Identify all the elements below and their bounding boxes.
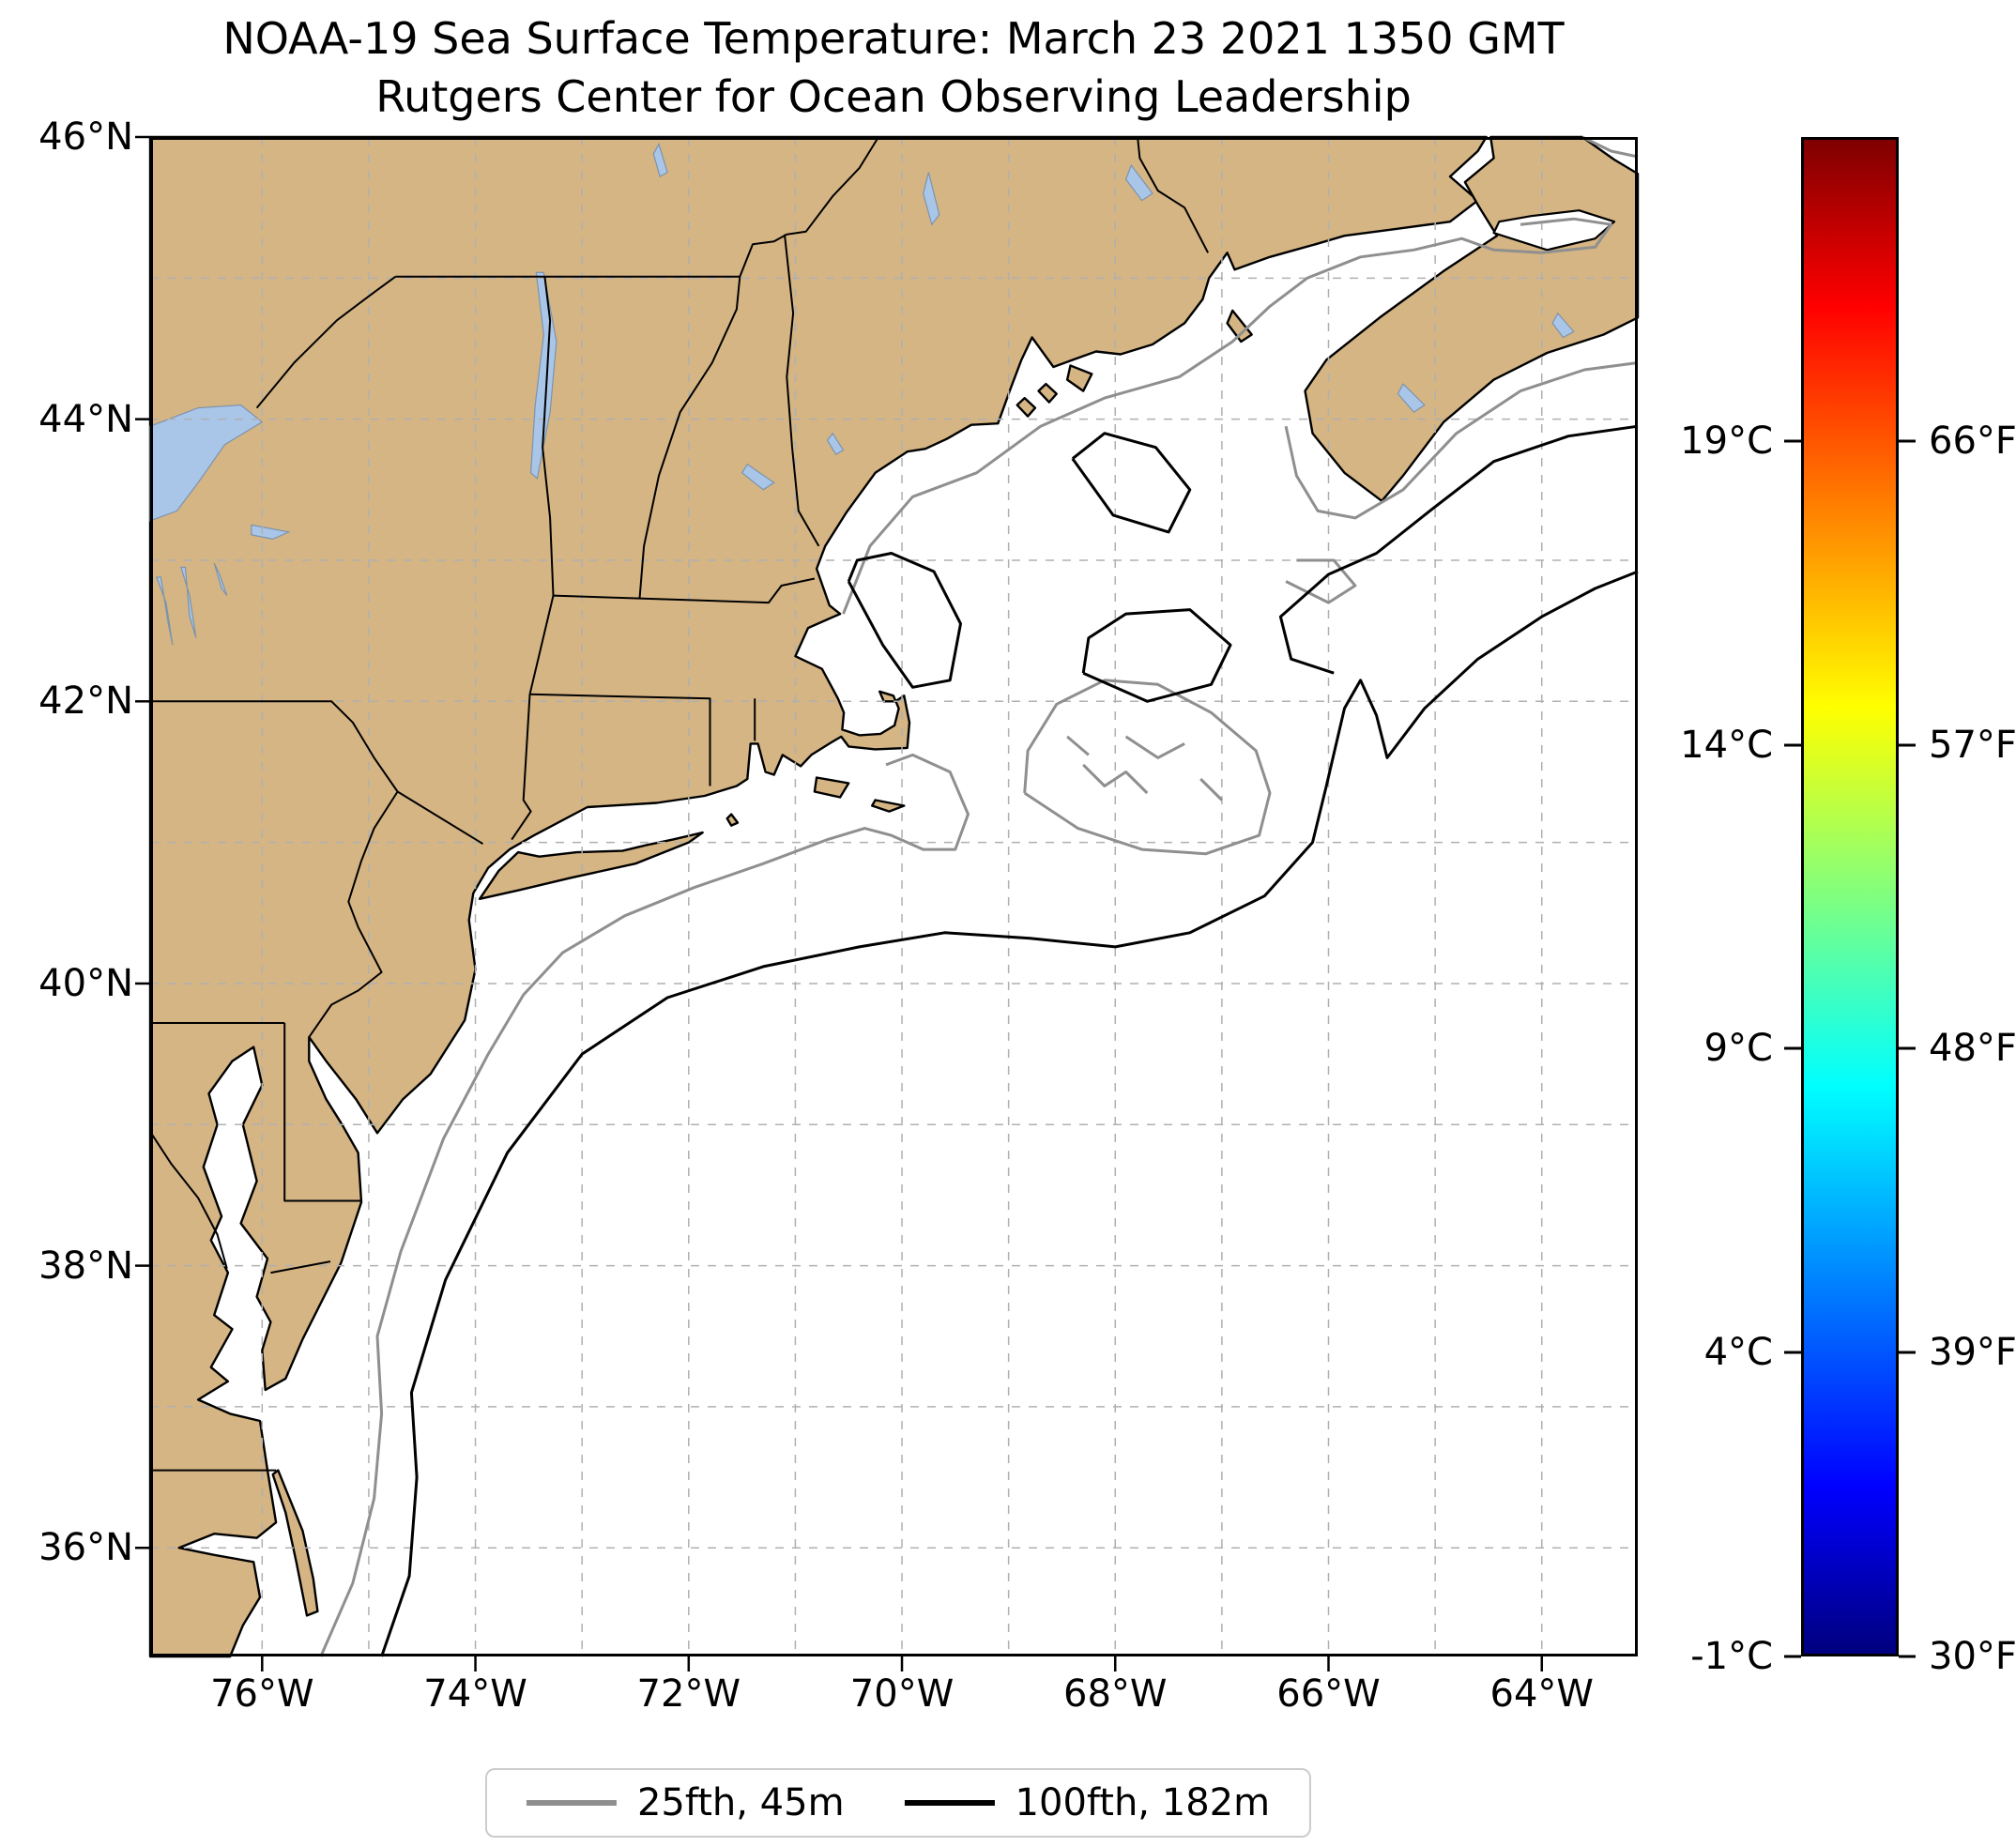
lon-tick-label: 68°W (1063, 1672, 1168, 1716)
colorbar-tick-fahrenheit (1899, 439, 1916, 443)
isobath-45m-line (1284, 361, 1639, 520)
state-border-line (511, 694, 532, 841)
lake-polygon (652, 142, 668, 177)
colorbar-tick-celsius (1784, 1351, 1801, 1354)
isobath-45m-line (1023, 679, 1272, 856)
isobath-45m-line (1581, 135, 1639, 159)
isobath-182m-line (847, 552, 962, 689)
state-border-line (528, 276, 555, 695)
isobath-182m-line (1071, 432, 1192, 534)
isobath-45m-line (1124, 735, 1185, 759)
colorbar-tick-celsius (1784, 1655, 1801, 1658)
land-polygon (148, 135, 1488, 1658)
colorbar-label-fahrenheit: 57°F (1929, 723, 2016, 767)
map-frame (150, 137, 1638, 1656)
legend-item-45m: 25fth, 45m (526, 1781, 845, 1824)
colorbar (1801, 137, 1899, 1656)
lake-polygon (251, 524, 291, 541)
legend-line-182m (904, 1800, 995, 1806)
state-border-line (739, 136, 879, 278)
isobath-182m-line (380, 570, 1639, 1657)
colorbar-tick-fahrenheit (1899, 1046, 1916, 1050)
state-border-line (149, 1131, 228, 1269)
isobath-182m-line (1081, 608, 1232, 703)
isobath-45m-line (319, 753, 970, 1657)
colorbar-tick-fahrenheit (1899, 1351, 1916, 1354)
lake-polygon (826, 432, 845, 456)
isobath-45m-line (1199, 777, 1223, 801)
colorbar-tick-fahrenheit (1899, 1655, 1916, 1658)
isobath-45m-line (1082, 763, 1149, 795)
map-canvas (135, 135, 1640, 1671)
land-polygon (871, 799, 906, 813)
lake-polygon (923, 172, 940, 226)
lake-polygon (1397, 383, 1426, 413)
legend-line-45m (526, 1800, 617, 1806)
colorbar-tick-celsius (1784, 1046, 1801, 1050)
colorbar-label-celsius: 14°C (1680, 723, 1773, 767)
state-border-line (283, 1023, 361, 1202)
figure-title-line1: NOAA-19 Sea Surface Temperature: March 2… (222, 13, 1565, 64)
colorbar-label-celsius: -1°C (1690, 1635, 1773, 1678)
land-polygon (725, 813, 740, 827)
state-border-line (255, 275, 396, 409)
lat-tick-label: 40°N (38, 961, 133, 1005)
colorbar-tick-fahrenheit (1899, 743, 1916, 747)
colorbar-gradient (1804, 140, 1896, 1654)
state-border-line (270, 1260, 331, 1275)
isobath-45m-line (842, 217, 1613, 615)
colorbar-label-fahrenheit: 48°F (1929, 1027, 2016, 1071)
state-border-line (150, 700, 399, 793)
lake-polygon (741, 463, 775, 491)
state-border-line (308, 790, 484, 1038)
land-polygon (1037, 382, 1058, 404)
lake-polygon (155, 576, 174, 646)
lon-tick-label: 66°W (1276, 1672, 1381, 1716)
isobath-45m-line (1066, 735, 1090, 756)
lat-tick-label: 46°N (38, 115, 133, 159)
lon-tick-label: 74°W (423, 1672, 527, 1716)
lake-polygon (213, 562, 228, 596)
state-border-line (784, 234, 820, 547)
lake-polygon (1124, 163, 1153, 202)
land-polygon (1226, 309, 1253, 343)
state-border-line (529, 693, 711, 786)
colorbar-label-fahrenheit: 39°F (1929, 1331, 2016, 1375)
lake-polygon (180, 566, 197, 638)
legend-item-182m: 100fth, 182m (904, 1781, 1271, 1824)
lon-tick-label: 72°W (636, 1672, 741, 1716)
land-polygon (1065, 364, 1093, 392)
colorbar-label-celsius: 19°C (1680, 419, 1773, 463)
figure-title: NOAA-19 Sea Surface Temperature: March 2… (222, 9, 1564, 126)
isobath-45m-line (1285, 558, 1357, 604)
isobath-182m-line (1278, 424, 1639, 675)
legend-label-45m: 25fth, 45m (636, 1781, 845, 1824)
legend-label-182m: 100fth, 182m (1015, 1781, 1271, 1824)
state-border-line (638, 276, 741, 599)
colorbar-label-fahrenheit: 66°F (1929, 419, 2016, 463)
land-polygon (271, 1469, 319, 1617)
land-polygon (1016, 396, 1037, 418)
lat-tick-label: 38°N (38, 1244, 133, 1288)
lon-tick-label: 64°W (1489, 1672, 1594, 1716)
lon-tick-label: 70°W (849, 1672, 955, 1716)
figure-title-line2: Rutgers Center for Ocean Observing Leade… (375, 71, 1412, 122)
lat-tick-label: 42°N (38, 679, 133, 724)
colorbar-label-fahrenheit: 30°F (1929, 1635, 2016, 1678)
colorbar-tick-celsius (1784, 439, 1801, 443)
map-legend: 25fth, 45m 100fth, 182m (484, 1768, 1312, 1838)
colorbar-tick-celsius (1784, 743, 1801, 747)
colorbar-label-celsius: 4°C (1703, 1331, 1773, 1375)
lat-tick-label: 44°N (38, 397, 133, 441)
lake-polygon (1551, 312, 1575, 339)
state-border-line (553, 577, 816, 604)
land-polygon (813, 776, 850, 799)
colorbar-label-celsius: 9°C (1703, 1027, 1773, 1071)
lon-tick-label: 76°W (210, 1672, 314, 1716)
state-border-line (1137, 136, 1209, 253)
lake-polygon (149, 404, 264, 522)
lat-tick-label: 36°N (38, 1526, 133, 1570)
